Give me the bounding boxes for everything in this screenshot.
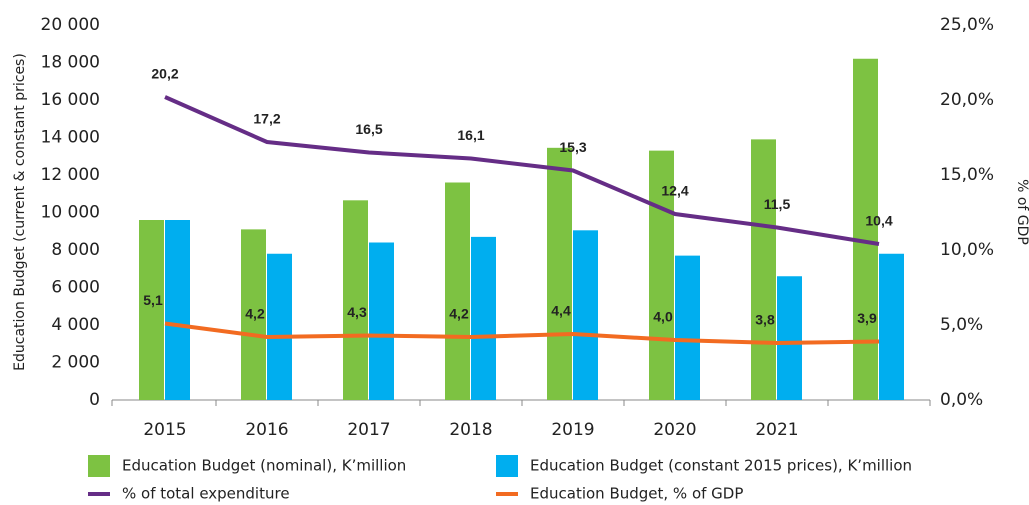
y2-tick-label: 25,0% bbox=[940, 15, 994, 35]
bar bbox=[165, 220, 190, 400]
data-label: 5,1 bbox=[143, 292, 163, 308]
x-tick-label: 2017 bbox=[347, 420, 390, 440]
x-tick-label: 2019 bbox=[551, 420, 594, 440]
legend-label: Education Budget, % of GDP bbox=[530, 485, 743, 503]
bar bbox=[777, 276, 802, 400]
bar bbox=[853, 58, 878, 400]
x-tick-label: 2018 bbox=[449, 420, 492, 440]
y-axis-title: Education Budget (current & constant pri… bbox=[12, 53, 28, 371]
data-label: 15,3 bbox=[559, 139, 586, 155]
data-label: 4,2 bbox=[449, 306, 469, 322]
x-tick-label: 2020 bbox=[653, 420, 696, 440]
legend-label: Education Budget (nominal), K’million bbox=[122, 457, 406, 475]
data-label: 16,1 bbox=[457, 127, 484, 143]
y-tick-label: 16 000 bbox=[41, 90, 100, 110]
y-tick-label: 18 000 bbox=[41, 53, 100, 73]
data-label: 16,5 bbox=[355, 121, 382, 137]
legend-swatch bbox=[496, 455, 518, 477]
bar bbox=[369, 242, 394, 400]
y-tick-label: 6 000 bbox=[51, 278, 100, 298]
data-label: 4,3 bbox=[347, 304, 367, 320]
line bbox=[164, 95, 880, 246]
line bbox=[164, 321, 880, 346]
y2-tick-label: 15,0% bbox=[940, 165, 994, 185]
data-label: 17,2 bbox=[253, 111, 280, 127]
bar bbox=[751, 139, 776, 400]
bar bbox=[649, 150, 674, 400]
data-label: 4,0 bbox=[653, 309, 673, 325]
data-label: 4,2 bbox=[245, 306, 265, 322]
data-label: 10,4 bbox=[865, 213, 892, 229]
y-tick-label: 0 bbox=[89, 390, 100, 410]
data-label: 3,8 bbox=[755, 312, 775, 328]
bar bbox=[445, 182, 470, 400]
bar bbox=[471, 236, 496, 400]
y2-tick-label: 10,0% bbox=[940, 240, 994, 260]
x-tick-label: 2021 bbox=[755, 420, 798, 440]
legend-label: Education Budget (constant 2015 prices),… bbox=[530, 457, 912, 475]
x-tick-label: 2016 bbox=[245, 420, 288, 440]
bar bbox=[675, 255, 700, 400]
y-tick-label: 20 000 bbox=[41, 15, 100, 35]
bar bbox=[241, 229, 266, 400]
bar bbox=[343, 200, 368, 400]
y2-tick-label: 20,0% bbox=[940, 90, 994, 110]
bar bbox=[267, 253, 292, 400]
x-tick-label: 2015 bbox=[143, 420, 186, 440]
legend-swatch bbox=[88, 455, 110, 477]
y-tick-label: 8 000 bbox=[51, 240, 100, 260]
bar bbox=[573, 230, 598, 400]
y-tick-label: 10 000 bbox=[41, 203, 100, 223]
bar bbox=[879, 253, 904, 400]
data-label: 12,4 bbox=[661, 183, 688, 199]
bar bbox=[139, 220, 164, 400]
data-label: 20,2 bbox=[151, 66, 178, 82]
data-label: 11,5 bbox=[764, 196, 791, 212]
y-tick-label: 14 000 bbox=[41, 128, 100, 148]
y-tick-label: 4 000 bbox=[51, 315, 100, 335]
y2-tick-label: 5,0% bbox=[940, 315, 983, 335]
y2-tick-label: 0,0% bbox=[940, 390, 983, 410]
data-label: 3,9 bbox=[857, 310, 877, 326]
y-tick-label: 2 000 bbox=[51, 353, 100, 373]
y2-axis-title: % of GDP bbox=[1014, 179, 1029, 245]
legend-label: % of total expenditure bbox=[122, 485, 290, 503]
y-tick-label: 12 000 bbox=[41, 165, 100, 185]
bar bbox=[547, 147, 572, 400]
data-label: 4,4 bbox=[551, 303, 571, 319]
